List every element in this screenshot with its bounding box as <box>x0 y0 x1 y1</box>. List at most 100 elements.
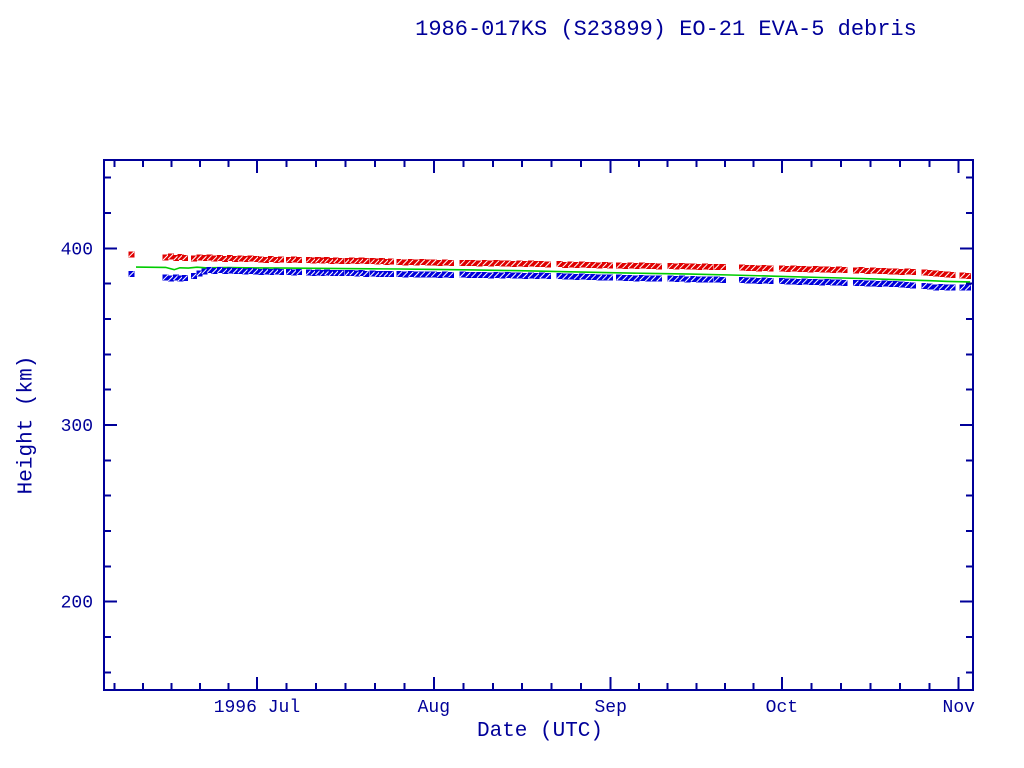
perigee-height-marker-slash <box>796 279 802 285</box>
perigee-height-marker-slash <box>650 275 657 282</box>
apogee-height-marker-slash <box>627 262 634 269</box>
x-tick-label: Nov <box>943 698 976 718</box>
apogee-height-marker-slash <box>713 264 720 270</box>
perigee-height-marker-slash <box>830 279 837 286</box>
apogee-height-marker-slash <box>949 272 956 278</box>
apogee-height-marker-slash <box>739 264 745 271</box>
perigee-height-marker-slash <box>278 269 284 276</box>
perigee-height-marker-slash <box>622 275 628 281</box>
apogee-height-marker-slash <box>938 271 945 277</box>
perigee-height-marker-slash <box>201 268 208 275</box>
apogee-height-marker-slash <box>959 272 966 279</box>
perigee-height-marker-slash <box>268 269 275 276</box>
perigee-height-marker-slash <box>448 271 454 278</box>
perigee-height-marker-slash <box>870 280 877 287</box>
apogee-height-marker-slash <box>858 267 865 274</box>
apogee-height-marker-slash <box>182 255 188 261</box>
apogee-height-marker-slash <box>476 260 483 267</box>
apogee-height-marker-slash <box>616 262 623 269</box>
apogee-height-marker-slash <box>893 268 899 275</box>
perigee-height-marker-slash <box>690 276 697 282</box>
x-axis-title: Date (UTC) <box>476 720 604 743</box>
apogee-height-marker-slash <box>898 268 905 275</box>
perigee-height-marker-slash <box>465 272 471 278</box>
apogee-height-marker-slash <box>707 264 714 270</box>
perigee-height-marker-slash <box>442 271 449 278</box>
perigee-height-marker-slash <box>436 271 443 278</box>
apogee-height-marker-slash <box>363 258 369 265</box>
perigee-height-marker-slash <box>556 273 563 280</box>
y-tick-label: 300 <box>61 417 93 437</box>
perigee-height-marker-slash <box>182 275 188 281</box>
apogee-height-marker-slash <box>242 256 249 262</box>
apogee-height-marker-slash <box>767 265 774 272</box>
apogee-height-marker-slash <box>408 259 414 265</box>
perigee-height-marker-slash <box>286 269 292 275</box>
perigee-height-marker-slash <box>824 279 831 285</box>
apogee-height-marker-slash <box>505 260 511 267</box>
perigee-height-marker-slash <box>476 272 483 279</box>
perigee-height-marker-slash <box>910 282 916 289</box>
perigee-height-marker-slash <box>470 271 477 278</box>
apogee-height-marker-slash <box>222 255 228 262</box>
apogee-height-marker-slash <box>459 259 466 266</box>
apogee-height-marker-slash <box>602 262 608 268</box>
perigee-height-marker-slash <box>396 271 403 277</box>
perigee-height-marker-slash <box>408 271 414 277</box>
apogee-height-marker-slash <box>744 265 751 271</box>
perigee-height-marker-slash <box>430 271 437 278</box>
perigee-height-marker-slash <box>607 274 613 281</box>
perigee-height-marker-slash <box>841 279 848 286</box>
apogee-height-marker-slash <box>579 261 586 268</box>
perigee-height-marker-slash <box>413 271 420 278</box>
perigee-height-marker-slash <box>296 269 302 276</box>
apogee-height-marker-slash <box>211 255 218 262</box>
apogee-height-marker-slash <box>337 258 344 264</box>
perigee-height-marker-slash <box>944 284 951 291</box>
x-tick-label: Sep <box>594 698 626 718</box>
apogee-height-marker-slash <box>761 265 768 271</box>
apogee-height-marker-slash <box>162 254 169 261</box>
apogee-height-marker-slash <box>750 264 757 271</box>
apogee-height-marker-slash <box>562 261 568 268</box>
apogee-height-marker-slash <box>756 265 762 272</box>
perigee-height-marker-slash <box>801 278 808 285</box>
apogee-height-marker-slash <box>237 255 244 262</box>
perigee-height-marker-slash <box>813 279 819 285</box>
perigee-height-marker-slash <box>784 278 791 285</box>
perigee-height-marker-slash <box>232 268 239 274</box>
apogee-height-marker-slash <box>545 261 551 268</box>
perigee-height-marker-slash <box>818 279 825 286</box>
perigee-height-marker-slash <box>216 267 223 274</box>
perigee-height-marker-slash <box>459 271 466 278</box>
perigee-height-marker-slash <box>898 281 905 288</box>
perigee-height-marker-slash <box>222 268 228 274</box>
y-tick-label: 400 <box>61 240 93 260</box>
perigee-height-marker-slash <box>227 267 233 274</box>
apogee-height-marker-slash <box>167 253 174 260</box>
perigee-height-marker-slash <box>938 284 945 290</box>
apogee-height-marker-slash <box>533 261 540 268</box>
perigee-height-marker-slash <box>739 277 745 283</box>
perigee-height-marker-slash <box>927 283 934 290</box>
apogee-height-marker-slash <box>807 266 814 273</box>
apogee-height-marker-slash <box>482 260 489 266</box>
x-tick-label: Oct <box>766 698 798 718</box>
apogee-height-marker-slash <box>258 256 264 263</box>
apogee-height-marker-slash <box>696 264 702 270</box>
apogee-height-marker-slash <box>801 265 808 272</box>
apogee-height-marker-slash <box>684 263 691 270</box>
apogee-height-marker-slash <box>206 254 213 261</box>
perigee-height-marker-slash <box>505 272 511 279</box>
perigee-height-marker-slash <box>206 267 213 273</box>
apogee-height-marker-slash <box>527 260 534 267</box>
perigee-height-marker-slash <box>499 272 506 279</box>
apogee-height-marker-slash <box>933 270 939 277</box>
apogee-height-marker-slash <box>232 256 239 262</box>
apogee-height-marker-slash <box>402 259 409 266</box>
perigee-height-marker-slash <box>533 273 540 279</box>
perigee-height-marker-slash <box>713 276 720 283</box>
perigee-height-marker-slash <box>596 274 603 281</box>
apogee-height-marker-slash <box>413 259 420 266</box>
